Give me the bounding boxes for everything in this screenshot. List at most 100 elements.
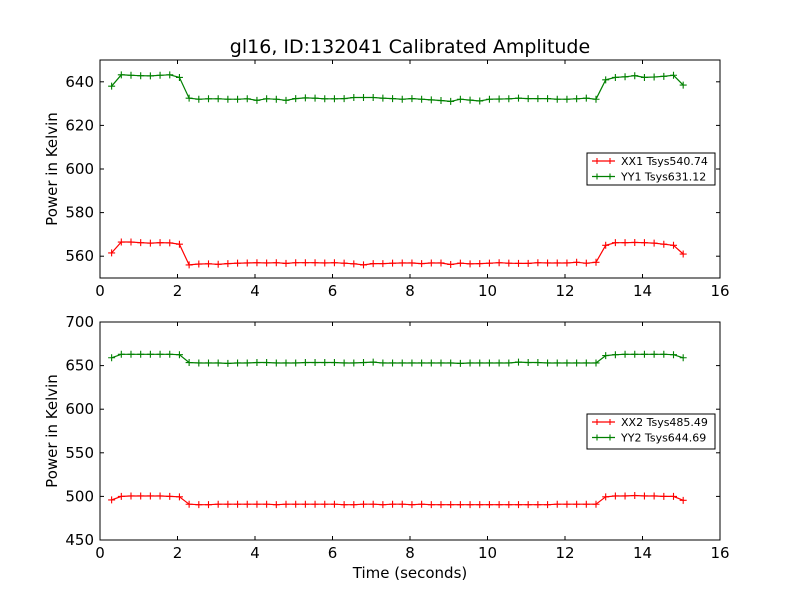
data-point: [660, 492, 668, 500]
data-point: [263, 500, 271, 508]
data-point: [175, 351, 183, 359]
data-point: [137, 239, 145, 247]
data-point: [292, 259, 300, 267]
x-tick-label: 16: [710, 282, 729, 300]
data-point: [679, 250, 687, 258]
data-point: [360, 261, 367, 269]
data-point: [515, 94, 522, 102]
data-point: [485, 95, 493, 103]
data-point: [563, 259, 571, 267]
y-tick-label: 450: [65, 531, 94, 549]
data-point: [350, 359, 358, 367]
data-point: [418, 260, 426, 268]
y-tick-label: 640: [65, 73, 94, 91]
data-point: [611, 239, 619, 247]
data-point: [553, 259, 561, 267]
data-point: [573, 500, 581, 508]
data-point: [534, 95, 542, 103]
data-point: [582, 500, 590, 508]
data-point: [350, 501, 358, 509]
data-point: [602, 241, 610, 249]
data-point: [408, 259, 416, 267]
data-point: [485, 259, 493, 267]
data-point: [447, 260, 455, 268]
data-point: [437, 97, 445, 105]
x-tick-label: 10: [478, 544, 497, 562]
data-point: [234, 359, 242, 367]
data-point: [263, 359, 271, 367]
legend-label: YY1 Tsys631.12: [620, 171, 706, 184]
data-point: [456, 259, 464, 267]
data-point: [234, 500, 242, 508]
data-point: [108, 82, 116, 90]
data-point: [379, 359, 387, 367]
x-tick-label: 8: [405, 544, 415, 562]
data-point: [175, 240, 183, 248]
data-point: [582, 359, 590, 367]
y-axis-label: Power in Kelvin: [43, 374, 61, 488]
data-point: [427, 359, 435, 367]
data-point: [592, 258, 600, 266]
data-point: [253, 359, 261, 367]
legend-label: YY2 Tsys644.69: [620, 432, 706, 445]
data-point: [369, 260, 377, 268]
x-tick-label: 6: [328, 544, 338, 562]
data-point: [679, 81, 687, 89]
data-point: [447, 501, 455, 509]
data-point: [544, 95, 552, 103]
data-point: [205, 95, 212, 103]
data-point: [321, 359, 329, 367]
x-tick-label: 2: [173, 544, 183, 562]
data-point: [214, 95, 222, 103]
data-point: [127, 492, 135, 500]
data-point: [224, 359, 232, 367]
legend: XX1 Tsys540.74 YY1 Tsys631.12: [586, 152, 716, 186]
data-point: [466, 501, 474, 509]
data-point: [553, 95, 561, 103]
data-point: [456, 359, 464, 367]
data-point: [272, 95, 280, 103]
data-point: [127, 350, 135, 358]
x-tick-label: 4: [250, 282, 260, 300]
data-point: [175, 73, 183, 81]
data-point: [670, 351, 677, 359]
data-point: [524, 259, 532, 267]
data-point: [146, 72, 154, 80]
data-point: [650, 239, 658, 247]
data-point: [611, 351, 619, 359]
data-point: [524, 95, 532, 103]
y-tick-label: 550: [65, 444, 94, 462]
data-point: [389, 359, 397, 367]
data-point: [117, 492, 125, 500]
data-point: [602, 493, 610, 501]
data-point: [311, 259, 319, 267]
data-point: [263, 95, 271, 103]
data-point: [670, 492, 677, 500]
y-tick-label: 600: [65, 400, 94, 418]
data-point: [282, 359, 290, 367]
data-point: [340, 501, 348, 509]
data-point: [534, 259, 542, 267]
data-point: [146, 239, 154, 247]
x-tick-label: 0: [95, 544, 105, 562]
data-point: [515, 259, 522, 267]
data-point: [272, 259, 280, 267]
data-point: [505, 95, 513, 103]
data-point: [640, 350, 648, 358]
data-point: [476, 260, 484, 268]
data-point: [495, 95, 503, 103]
data-point: [427, 259, 435, 267]
data-point: [321, 259, 329, 267]
data-point: [195, 95, 203, 103]
data-point: [321, 95, 329, 103]
data-point: [640, 492, 648, 500]
data-point: [311, 359, 319, 367]
legend-marker: [594, 419, 613, 425]
data-point: [253, 500, 261, 508]
data-point: [108, 249, 116, 257]
legend-marker: [594, 158, 613, 164]
data-point: [563, 359, 571, 367]
data-point: [650, 73, 658, 81]
data-point: [418, 500, 426, 508]
series-line-1: [111, 241, 684, 266]
